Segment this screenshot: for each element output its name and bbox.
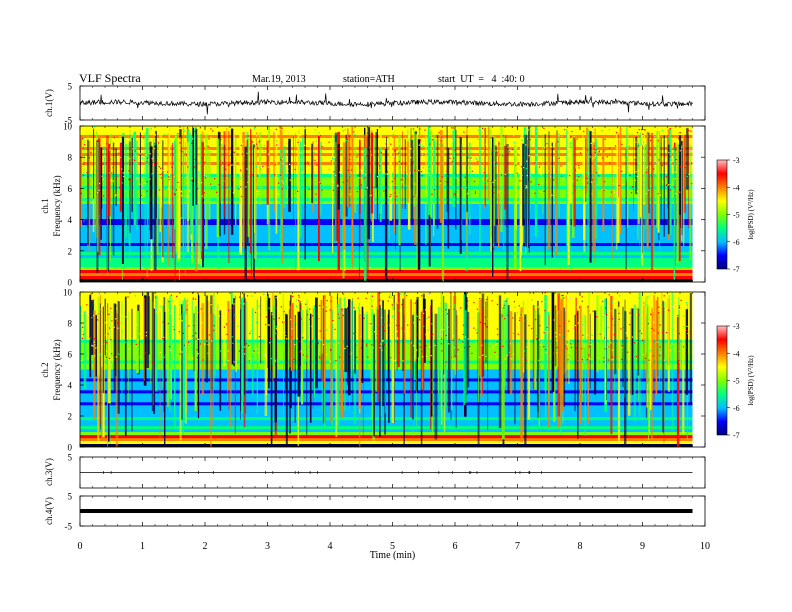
y-tick-label: -5 [65,522,73,532]
y-tick-label: 6 [68,350,73,360]
colorbar-tick-label: -6 [733,404,740,413]
y-tick-label: 8 [68,319,73,329]
y-tick-label: 10 [63,122,73,132]
colorbar-tick-label: -5 [733,377,740,386]
date-label: Mar.19, 2013 [252,74,306,85]
x-tick-label: 4 [328,541,333,552]
colorbar-tick-label: -4 [733,183,740,192]
y-tick-label: 0 [68,443,73,453]
y-tick-label: 2 [68,246,73,256]
x-tick-label: 9 [640,541,645,552]
x-tick-label: 7 [515,541,520,552]
x-tick-label: 8 [578,541,583,552]
colorbar-tick-label: -7 [733,265,740,274]
ch2-spectro-ylabel-freq: Frequency (kHz) [52,339,62,400]
ch1-spectrogram-image [80,126,693,282]
y-tick-label: 2 [68,412,73,422]
ch4-waveform-line [80,509,693,513]
ch1-waveform-line [79,91,693,115]
start-time-label: start UT = 4 :40: 0 [438,74,525,85]
colorbar-tick-label: -3 [733,322,740,331]
y-tick-label: 5 [68,82,73,92]
station-label: station=ATH [343,74,395,85]
ch3-ylabel: ch.3(V) [44,458,54,486]
colorbar-tick-label: -3 [733,156,740,165]
x-tick-label: 2 [203,541,208,552]
x-tick-label: 1 [140,541,145,552]
x-tick-label: 6 [453,541,458,552]
ch1-colorbar [716,159,728,270]
x-tick-label: 5 [390,541,395,552]
x-tick-label: 3 [265,541,270,552]
y-tick-label: 8 [68,153,73,163]
x-axis-label: Time (min) [370,550,415,561]
ch1-spectro-ylabel-freq: Frequency (kHz) [52,175,62,236]
x-tick-label: 10 [700,541,710,552]
colorbar-label: log(PSD) (V²/Hz) [747,355,755,406]
y-tick-label: 6 [68,184,73,194]
x-tick-label: 0 [78,541,83,552]
colorbar-tick-label: -4 [733,349,740,358]
y-tick-label: 5 [68,492,73,502]
ch1-ylabel: ch.1(V) [44,89,54,117]
y-tick-label: 4 [68,215,73,225]
y-tick-label: 4 [68,381,73,391]
colorbar-tick-label: -7 [733,431,740,440]
colorbar-tick-label: -5 [733,211,740,220]
ch2-spectro-ylabel-channel: ch.2 [40,362,50,377]
y-tick-label: 10 [63,288,73,298]
y-tick-label: -5 [65,116,73,126]
chart-title: VLF Spectra [79,71,141,85]
y-tick-label: 0 [68,278,73,288]
y-tick-label: 5 [68,453,73,463]
ch4-ylabel: ch.4(V) [44,497,54,525]
ch2-colorbar [716,325,728,436]
colorbar-tick-label: -6 [733,238,740,247]
ch1-spectro-ylabel-channel: ch.1 [40,198,50,213]
colorbar-label: log(PSD) (V²/Hz) [747,189,755,240]
ch2-spectrogram-image [80,292,693,447]
